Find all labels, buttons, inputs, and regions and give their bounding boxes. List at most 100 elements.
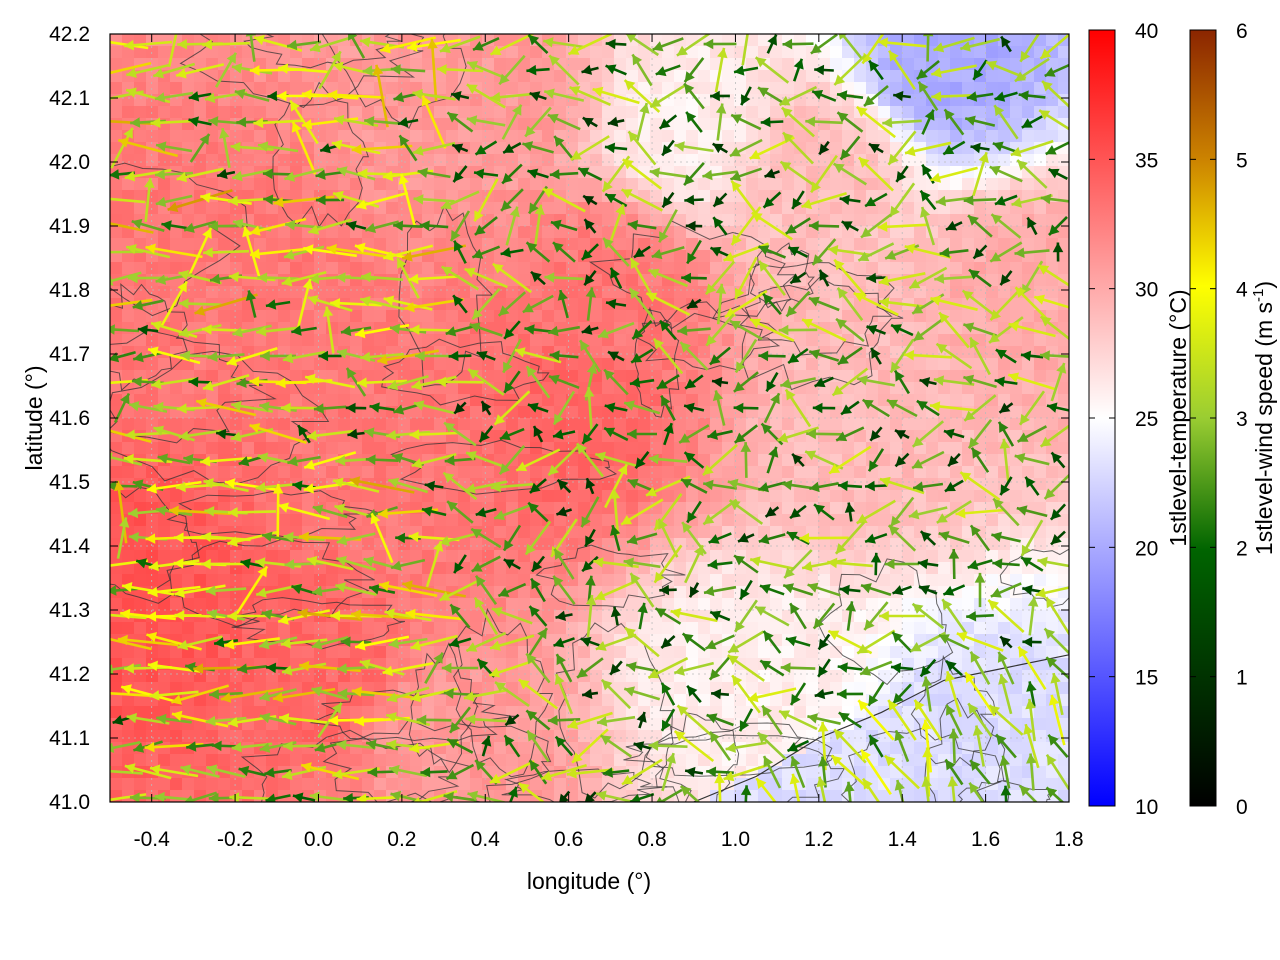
temperature-cell: [890, 70, 903, 83]
temperature-cell: [206, 730, 219, 743]
temperature-cell: [938, 118, 951, 131]
temperature-cell: [722, 394, 735, 407]
temperature-cell: [542, 406, 555, 419]
temperature-cell: [710, 574, 723, 587]
temperature-cell: [734, 730, 747, 743]
temperature-cell: [182, 82, 195, 95]
temperature-cell: [830, 274, 843, 287]
temperature-cell: [398, 82, 411, 95]
temperature-cell: [590, 262, 603, 275]
temperature-cell: [446, 118, 459, 131]
temperature-cell: [746, 718, 759, 731]
temperature-cell: [134, 490, 147, 503]
temperature-cell: [242, 178, 255, 191]
temperature-cell: [674, 58, 687, 71]
temperature-cell: [794, 322, 807, 335]
temperature-cell: [218, 262, 231, 275]
temperature-cell: [230, 670, 243, 683]
temperature-cell: [614, 178, 627, 191]
temperature-cell: [890, 286, 903, 299]
temperature-cell: [746, 490, 759, 503]
temperature-cell: [218, 274, 231, 287]
temperature-cell: [266, 214, 279, 227]
temperature-cell: [854, 190, 867, 203]
temperature-cell: [146, 730, 159, 743]
temperature-cell: [866, 418, 879, 431]
temperature-cell: [206, 82, 219, 95]
temperature-cell: [602, 754, 615, 767]
temperature-cell: [626, 646, 639, 659]
temperature-cell: [542, 682, 555, 695]
temperature-cell: [902, 262, 915, 275]
temperature-cell: [302, 694, 315, 707]
temperature-cell: [914, 574, 927, 587]
temperature-cell: [890, 178, 903, 191]
temperature-cell: [518, 70, 531, 83]
temperature-cell: [134, 418, 147, 431]
temperature-cell: [590, 46, 603, 59]
temperature-cell: [326, 130, 339, 143]
temperature-cell: [566, 214, 579, 227]
temperature-cell: [902, 550, 915, 563]
temperature-cell: [554, 310, 567, 323]
temperature-cell: [146, 154, 159, 167]
temperature-cell: [578, 238, 591, 251]
temperature-cell: [566, 466, 579, 479]
temperature-cell: [638, 310, 651, 323]
temperature-cell: [566, 538, 579, 551]
temperature-cell: [818, 550, 831, 563]
temperature-cell: [998, 226, 1011, 239]
temperature-cell: [290, 706, 303, 719]
temperature-cell: [782, 406, 795, 419]
temperature-cell: [302, 106, 315, 119]
temperature-cell: [182, 538, 195, 551]
temperature-cell: [602, 538, 615, 551]
temperature-cell: [434, 202, 447, 215]
temperature-cell: [686, 418, 699, 431]
temperature-cell: [194, 598, 207, 611]
temperature-cell: [998, 622, 1011, 635]
temperature-cell: [938, 550, 951, 563]
temperature-cell: [770, 694, 783, 707]
temperature-cell: [890, 574, 903, 587]
temperature-cell: [290, 682, 303, 695]
temperature-cell: [554, 274, 567, 287]
temperature-cell: [1022, 82, 1035, 95]
temperature-cell: [194, 730, 207, 743]
temperature-cell: [338, 46, 351, 59]
temperature-cell: [926, 550, 939, 563]
temperature-cell: [818, 334, 831, 347]
temperature-cell: [890, 646, 903, 659]
temperature-cell: [458, 334, 471, 347]
temperature-cell: [134, 598, 147, 611]
temperature-cell: [662, 670, 675, 683]
temperature-cell: [722, 226, 735, 239]
temperature-cell: [734, 598, 747, 611]
temperature-cell: [854, 466, 867, 479]
temperature-cell: [122, 478, 135, 491]
temperature-cell: [146, 514, 159, 527]
temperature-cell: [722, 574, 735, 587]
temperature-cell: [518, 742, 531, 755]
temperature-cell: [830, 202, 843, 215]
temperature-cell: [566, 142, 579, 155]
temperature-cell: [314, 214, 327, 227]
temperature-cell: [950, 418, 963, 431]
temperature-cell: [830, 442, 843, 455]
temperature-cell: [566, 70, 579, 83]
temperature-cell: [614, 706, 627, 719]
temperature-cell: [434, 622, 447, 635]
temperature-cell: [902, 394, 915, 407]
temperature-cell: [614, 238, 627, 251]
temperature-cell: [614, 106, 627, 119]
temperature-cell: [854, 322, 867, 335]
temperature-cell: [278, 286, 291, 299]
temperature-cell: [374, 550, 387, 563]
temperature-cell: [422, 286, 435, 299]
temperature-cell: [122, 646, 135, 659]
temperature-cell: [914, 58, 927, 71]
temperature-cell: [806, 262, 819, 275]
temperature-cell: [386, 106, 399, 119]
temperature-cell: [626, 202, 639, 215]
